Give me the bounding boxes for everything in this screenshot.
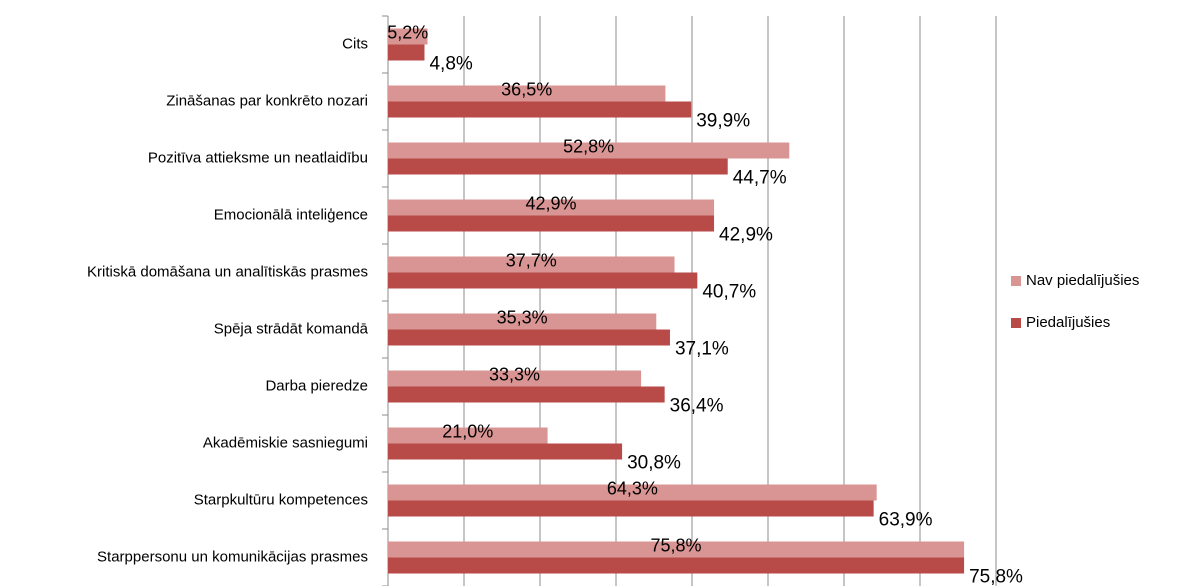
data-label: 42,9% (525, 193, 576, 213)
y-tick-label: Pozitīva attieksme un neatlaidību (148, 149, 368, 166)
bar (388, 101, 692, 118)
y-tick-label: Cits (342, 35, 368, 52)
bar (388, 272, 698, 289)
data-label: 75,8% (969, 567, 1023, 586)
bar (388, 85, 666, 102)
legend-label: Piedalījušies (1026, 314, 1110, 331)
legend-swatch (1011, 276, 1021, 286)
bar (388, 158, 728, 175)
y-tick-label: Zināšanas par konkrēto nozari (166, 92, 368, 109)
data-label: 75,8% (651, 535, 702, 555)
y-tick-label: Akadēmiskie sasniegumi (203, 434, 368, 451)
data-label: 37,7% (506, 250, 557, 270)
y-tick-label: Kritiskā domāšana un analītiskās prasmes (87, 263, 368, 280)
bar (388, 142, 790, 159)
y-tick-label: Darba pieredze (265, 377, 368, 394)
data-label: 42,9% (719, 225, 773, 246)
data-label: 44,7% (733, 168, 787, 189)
bar (388, 313, 657, 330)
data-label: 30,8% (627, 453, 681, 474)
data-label: 39,9% (696, 111, 750, 132)
legend-label: Nav piedalījušies (1026, 272, 1139, 289)
data-label: 52,8% (563, 136, 614, 156)
y-tick-label: Emocionālā inteliģence (214, 206, 368, 223)
y-tick-label: Starppersonu un komunikācijas prasmes (97, 548, 368, 565)
bar (388, 28, 428, 45)
bar (388, 386, 665, 403)
data-label: 40,7% (702, 282, 756, 303)
bar (388, 256, 675, 273)
y-tick-label: Starpkultūru kompetences (194, 491, 368, 508)
bar (388, 484, 877, 501)
data-label: 33,3% (489, 364, 540, 384)
legend-swatch (1011, 318, 1021, 328)
data-label: 37,1% (675, 339, 729, 360)
data-label: 36,5% (501, 79, 552, 99)
bar (388, 370, 642, 387)
bar (388, 215, 715, 232)
bar (388, 443, 623, 460)
data-label: 21,0% (442, 421, 493, 441)
data-label: 63,9% (879, 510, 933, 531)
y-tick-label: Spēja strādāt komandā (214, 320, 369, 337)
bar (388, 500, 874, 517)
bar (388, 541, 965, 558)
bar (388, 44, 425, 61)
bar (388, 199, 715, 216)
bar (388, 557, 965, 574)
data-label: 36,4% (670, 396, 724, 417)
bar (388, 427, 548, 444)
data-label: 35,3% (497, 307, 548, 327)
data-label: 64,3% (607, 478, 658, 498)
data-label: 4,8% (429, 54, 472, 75)
bar (388, 329, 670, 346)
data-label: 5,2% (387, 22, 428, 42)
